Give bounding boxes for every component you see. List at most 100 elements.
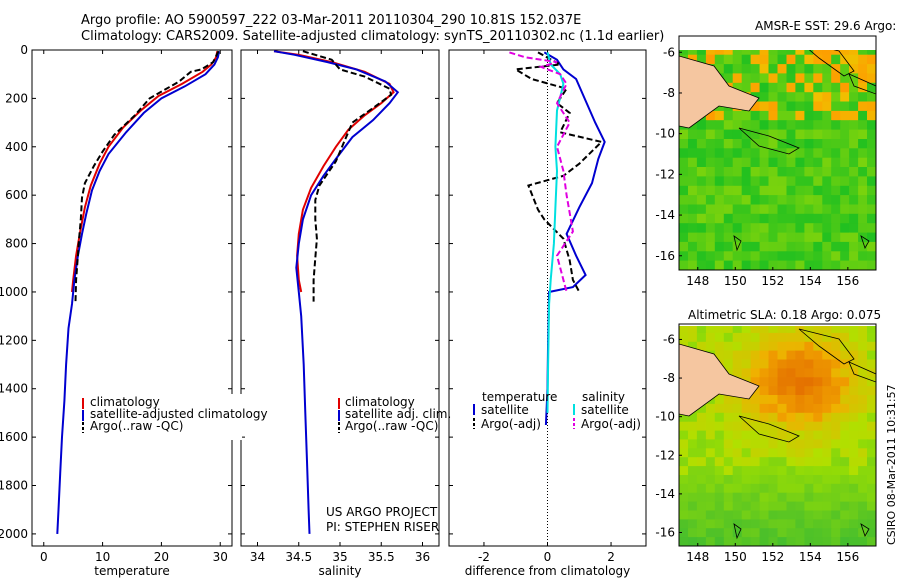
- x-tick-label: 0: [40, 550, 48, 564]
- map-cell: [741, 326, 752, 334]
- map-cell: [759, 54, 770, 65]
- map-cell: [795, 120, 805, 131]
- map-cell: [867, 537, 876, 546]
- map-cell: [813, 412, 823, 423]
- map-cell: [795, 110, 805, 121]
- map-cell: [822, 412, 832, 423]
- y-tick-label: 1400: [0, 382, 28, 396]
- map-cell: [786, 64, 797, 75]
- map-cell: [714, 483, 725, 494]
- sla_map-image: [679, 326, 876, 546]
- map-cell: [759, 176, 770, 187]
- map-cell: [732, 341, 743, 352]
- map-cell: [777, 350, 788, 361]
- map-cell: [813, 510, 823, 520]
- map-cell: [723, 120, 734, 131]
- map-cell: [714, 110, 725, 121]
- x-tick-label: 148: [686, 550, 709, 564]
- map-cell: [732, 528, 743, 538]
- map-cell: [867, 475, 876, 485]
- map-cell: [750, 430, 761, 441]
- map-cell: [732, 439, 743, 449]
- map-cell: [750, 528, 761, 538]
- x-tick-label: 156: [836, 274, 859, 288]
- map-cell: [759, 157, 770, 168]
- map-cell: [804, 377, 814, 387]
- map-cell: [786, 185, 797, 196]
- map-cell: [795, 350, 805, 361]
- map-cell: [813, 528, 823, 538]
- series-line-climatology: [273, 50, 395, 293]
- map-cell: [723, 185, 734, 196]
- map-cell: [813, 457, 823, 467]
- y-tick-label: -8: [663, 86, 675, 100]
- map-cell: [679, 519, 689, 529]
- map-cell: [858, 185, 868, 196]
- map-cell: [795, 195, 805, 206]
- map-cell: [696, 50, 707, 56]
- map-cell: [679, 167, 689, 177]
- map-cell: [840, 54, 850, 65]
- map-cell: [741, 120, 752, 131]
- map-cell: [759, 439, 770, 449]
- map-cell: [714, 341, 725, 352]
- map-cell: [732, 157, 743, 168]
- map-cell: [777, 430, 788, 441]
- map-cell: [840, 260, 850, 270]
- map-cell: [688, 430, 698, 441]
- map-cell: [759, 359, 770, 369]
- map-cell: [858, 377, 868, 387]
- map-cell: [804, 501, 814, 512]
- map-cell: [849, 510, 859, 520]
- map-cell: [867, 501, 876, 512]
- map-cell: [849, 50, 859, 56]
- map-cell: [705, 457, 716, 467]
- map-cell: [679, 475, 689, 485]
- map-cell: [858, 386, 868, 396]
- map-cell: [777, 195, 788, 206]
- island-outline: [848, 73, 876, 95]
- map-cell: [858, 54, 868, 65]
- map-cell: [714, 528, 725, 538]
- map-cell: [867, 129, 876, 140]
- map-cell: [858, 129, 868, 140]
- map-cell: [822, 176, 832, 187]
- map-cell: [723, 110, 734, 121]
- map-cell: [696, 430, 707, 441]
- map-cell: [858, 139, 868, 149]
- y-tick-label: 800: [5, 237, 28, 251]
- map-cell: [688, 185, 698, 196]
- map-cell: [724, 36, 734, 46]
- map-cell: [822, 213, 832, 224]
- y-tick-label: -14: [655, 208, 675, 222]
- map-cell: [696, 492, 707, 503]
- map-cell: [714, 510, 725, 520]
- map-cell: [822, 439, 832, 449]
- map-cell: [714, 223, 725, 234]
- map-cell: [840, 439, 850, 449]
- map-cell: [858, 475, 868, 485]
- map-cell: [858, 120, 868, 131]
- temperature-axes-box: [31, 49, 233, 547]
- map-cell: [705, 483, 716, 494]
- map-cell: [867, 241, 876, 252]
- map-cell: [849, 483, 859, 494]
- map-cell: [777, 537, 788, 546]
- map-cell: [696, 510, 707, 520]
- map-cell: [813, 260, 823, 270]
- map-cell: [768, 448, 779, 458]
- map-cell: [723, 157, 734, 168]
- map-cell: [732, 73, 743, 84]
- map-cell: [849, 120, 859, 131]
- map-cell: [795, 448, 805, 458]
- map-cell: [741, 448, 752, 458]
- map-cell: [759, 332, 770, 343]
- map-cell: [858, 359, 868, 369]
- map-cell: [867, 439, 876, 449]
- series-line-salinity-argo-adj-: [509, 51, 574, 293]
- y-tick-label: -12: [655, 448, 675, 462]
- map-cell: [831, 54, 841, 65]
- map-cell: [786, 537, 797, 546]
- map-cell: [804, 510, 814, 520]
- island-outline: [848, 361, 876, 383]
